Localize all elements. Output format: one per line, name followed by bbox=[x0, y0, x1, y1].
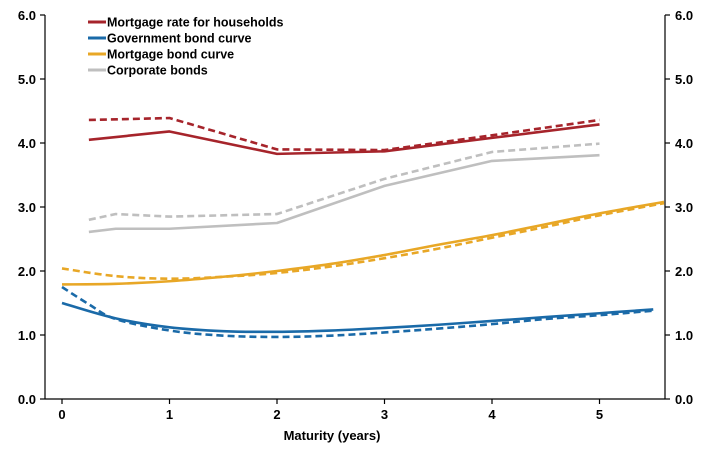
series-line-dashed-e8a726 bbox=[61, 201, 665, 280]
series-line-solid-bfbfbf bbox=[88, 153, 600, 234]
left-y-tick-label: 6.0 bbox=[18, 8, 36, 23]
legend-label: Mortgage bond curve bbox=[107, 48, 234, 62]
left-y-tick-label: 4.0 bbox=[18, 136, 36, 151]
legend-label: Mortgage rate for households bbox=[107, 16, 283, 30]
right-y-tick-label: 2.0 bbox=[675, 264, 693, 279]
x-tick-label: 0 bbox=[58, 407, 65, 422]
left-y-tick-label: 5.0 bbox=[18, 72, 36, 87]
series-line-solid-a6242b bbox=[88, 123, 600, 156]
x-axis-title: Maturity (years) bbox=[284, 428, 381, 443]
x-tick-label: 4 bbox=[488, 407, 496, 422]
right-y-tick-label: 4.0 bbox=[675, 136, 693, 151]
right-y-tick-label: 1.0 bbox=[675, 328, 693, 343]
x-tick-label: 1 bbox=[166, 407, 173, 422]
right-y-tick-label: 0.0 bbox=[675, 392, 693, 407]
series-line-dashed-a6242b bbox=[88, 116, 600, 152]
left-y-tick-label: 2.0 bbox=[18, 264, 36, 279]
right-y-tick-label: 3.0 bbox=[675, 200, 693, 215]
tick-labels: 0 1 2 3 4 5 0.0 0.0 1.0 1.0 2.0 2.0 3.0 3.0 4.0 4.0 5.0 5… bbox=[18, 8, 693, 422]
series-line-solid-e8a726 bbox=[61, 200, 665, 286]
right-y-tick-label: 6.0 bbox=[675, 8, 693, 23]
x-tick-label: 5 bbox=[596, 407, 603, 422]
series-lines bbox=[61, 116, 665, 339]
tick-marks bbox=[40, 14, 670, 404]
left-y-tick-label: 0.0 bbox=[18, 392, 36, 407]
legend-label: Government bond curve bbox=[107, 32, 252, 46]
legend: Mortgage rate for households Government b… bbox=[88, 16, 283, 78]
left-y-tick-label: 3.0 bbox=[18, 200, 36, 215]
series-line-solid-1a6aa8 bbox=[61, 301, 654, 334]
legend-label: Corporate bonds bbox=[107, 64, 208, 78]
left-y-tick-label: 1.0 bbox=[18, 328, 36, 343]
series-line-dashed-bfbfbf bbox=[88, 142, 600, 222]
series-line-dashed-1a6aa8 bbox=[61, 285, 654, 339]
x-tick-label: 2 bbox=[273, 407, 280, 422]
right-y-tick-label: 5.0 bbox=[675, 72, 693, 87]
x-tick-label: 3 bbox=[381, 407, 388, 422]
